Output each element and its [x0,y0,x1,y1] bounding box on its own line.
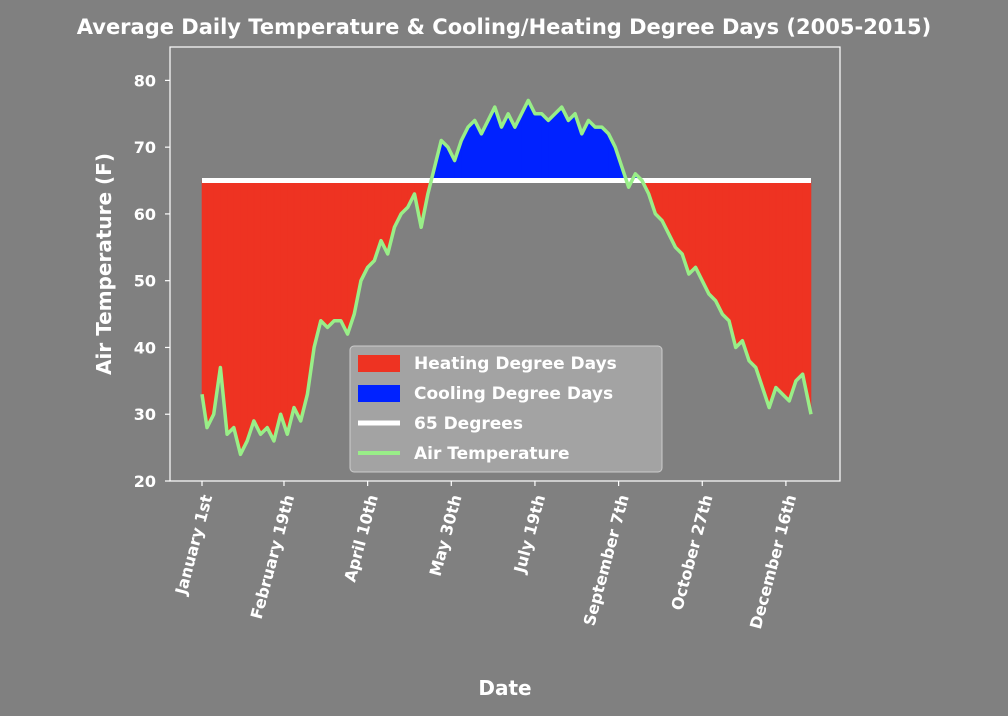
x-tick-label: September 7th [580,493,633,628]
legend: Heating Degree Days Cooling Degree Days … [349,345,663,473]
y-tick-label: 40 [134,338,156,357]
x-tick-label: December 16th [746,493,800,631]
legend-label-65-degrees: 65 Degrees [414,414,523,434]
chart-title: Average Daily Temperature & Cooling/Heat… [77,15,932,39]
x-tick-label: February 19th [247,493,298,621]
legend-swatch-cooling [358,385,400,402]
x-axis-ticks: January 1st February 19th April 10th May 30… [171,481,800,631]
y-tick-label: 60 [134,205,156,224]
x-tick-label: April 10th [340,493,382,584]
y-axis-label: Air Temperature (F) [92,153,116,375]
legend-box [349,345,663,473]
x-tick-label: October 27th [667,493,716,613]
y-tick-label: 70 [134,138,156,157]
y-axis-ticks: 20 30 40 50 60 70 80 [134,71,170,491]
y-tick-label: 20 [134,472,156,491]
y-tick-label: 80 [134,71,156,90]
y-tick-label: 50 [134,272,156,291]
x-tick-label: January 1st [171,492,216,597]
x-tick-label: July 19th [510,493,549,576]
air-temperature-polyline [200,98,813,457]
legend-label-air-temperature: Air Temperature [414,444,570,464]
y-tick-label: 30 [134,405,156,424]
x-axis-label: Date [478,676,531,700]
legend-label-cooling: Cooling Degree Days [414,384,613,404]
air-temperature-line [200,98,813,457]
x-tick-label: May 30th [426,493,466,579]
legend-label-heating: Heating Degree Days [414,354,617,374]
legend-swatch-heating [358,355,400,372]
